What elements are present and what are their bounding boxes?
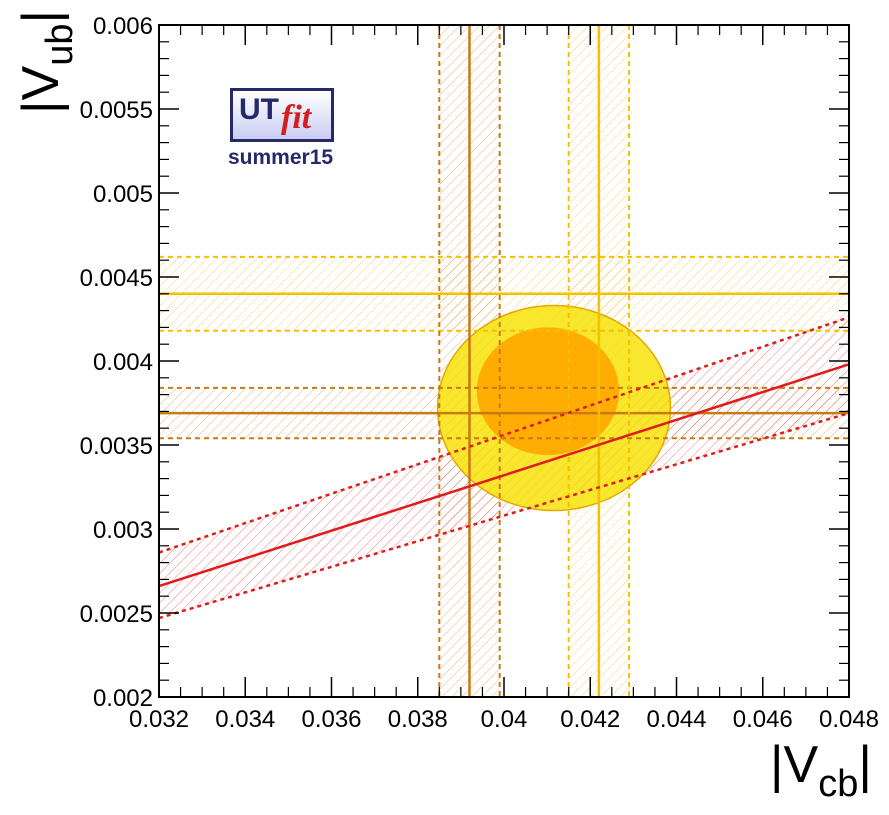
logo-fit-text: fit	[281, 99, 312, 136]
y-axis-title: |Vub|	[12, 10, 81, 114]
fit-contours	[436, 304, 672, 512]
band-lines	[159, 25, 849, 697]
logo-badge: UT fit	[230, 88, 334, 142]
svg-text:|Vub|: |Vub|	[12, 10, 81, 114]
contour-68pct	[476, 327, 620, 456]
x-tick-label: 0.046	[733, 706, 793, 733]
logo-edition: summer15	[228, 146, 334, 169]
y-tick-label: 0.006	[93, 13, 153, 40]
y-tick-label: 0.002	[93, 685, 153, 712]
y-tick-label: 0.003	[93, 517, 153, 544]
x-tick-label: 0.036	[301, 706, 361, 733]
x-tick-label: 0.038	[388, 706, 448, 733]
y-tick-label: 0.005	[93, 181, 153, 208]
x-axis-subscript: cb	[818, 763, 858, 805]
diagonal-band-center	[159, 363, 849, 588]
tick-labels: 0.032 0.034 0.036 0.038 0.04 0.042 0.044 0.046 0…	[80, 13, 879, 733]
x-tick-label: 0.032	[129, 706, 189, 733]
svg-text:|Vcb|: |Vcb|	[770, 736, 872, 805]
logo-ut-text: UT	[239, 93, 279, 126]
x-tick-label: 0.044	[646, 706, 706, 733]
y-tick-label: 0.0035	[80, 433, 153, 460]
x-tick-label: 0.042	[560, 706, 620, 733]
y-axis-subscript: ub	[39, 24, 81, 66]
x-tick-label: 0.048	[819, 706, 879, 733]
x-tick-label: 0.034	[215, 706, 275, 733]
x-axis-title: |Vcb|	[770, 736, 872, 805]
utfit-logo: UT fit summer15	[228, 88, 368, 170]
diagonal-band-upper-edge	[159, 316, 849, 554]
y-tick-label: 0.004	[93, 349, 153, 376]
y-tick-label: 0.0055	[80, 97, 153, 124]
x-tick-label: 0.04	[481, 706, 528, 733]
y-tick-label: 0.0025	[80, 601, 153, 628]
y-tick-label: 0.0045	[80, 265, 153, 292]
axis-ticks	[158, 24, 850, 698]
